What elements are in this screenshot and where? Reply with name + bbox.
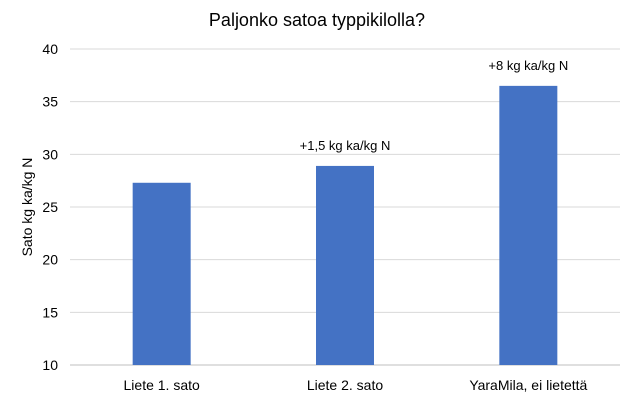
bar [316,165,374,365]
y-tick-label: 20 [42,252,58,268]
y-tick-label: 30 [42,146,58,162]
y-tick-label: 40 [42,41,58,57]
bar-annotations: +1,5 kg ka/kg N +8 kg ka/kg N [300,58,569,153]
x-tick-label: Liete 1. sato [124,377,200,393]
y-axis-label: Sato kg ka/kg N [19,158,35,257]
bars [132,85,558,365]
chart-title: Paljonko satoa typpikilolla? [209,10,425,30]
y-tick-label: 10 [42,357,58,373]
x-tick-labels: Liete 1. sato Liete 2. sato YaraMila, ei l… [124,377,588,393]
x-tick-label: YaraMila, ei lietettä [469,377,587,393]
y-tick-label: 25 [42,199,58,215]
y-tick-label: 15 [42,304,58,320]
bar-annotation: +8 kg ka/kg N [488,58,568,73]
y-tick-labels: 10 15 20 25 30 35 40 [42,41,58,373]
bar [132,182,191,365]
bar-annotation: +1,5 kg ka/kg N [300,138,391,153]
x-tick-label: Liete 2. sato [307,377,383,393]
y-tick-label: 35 [42,94,58,110]
bar [499,85,558,365]
